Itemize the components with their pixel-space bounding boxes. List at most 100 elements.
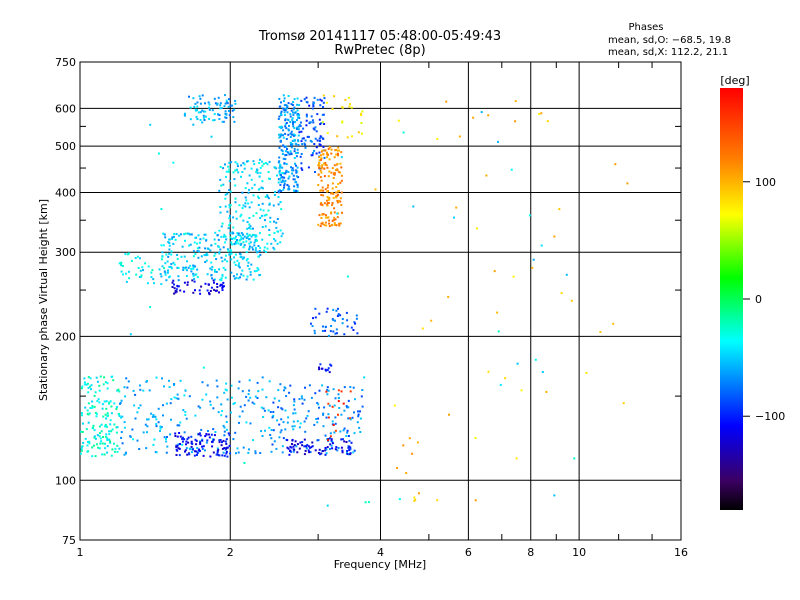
data-point bbox=[277, 389, 280, 392]
data-point bbox=[163, 270, 166, 273]
data-point bbox=[158, 268, 161, 271]
data-point bbox=[283, 111, 286, 114]
data-point bbox=[308, 451, 311, 454]
data-point bbox=[179, 289, 182, 292]
data-point bbox=[279, 163, 282, 166]
data-point bbox=[278, 160, 281, 163]
data-point bbox=[201, 109, 204, 112]
data-point bbox=[248, 267, 251, 270]
data-point bbox=[221, 273, 224, 276]
data-point bbox=[345, 441, 348, 443]
data-point bbox=[157, 407, 160, 410]
data-point bbox=[413, 496, 416, 499]
data-point bbox=[223, 105, 226, 108]
data-point bbox=[330, 439, 333, 442]
data-point bbox=[176, 257, 179, 260]
data-point bbox=[279, 241, 282, 244]
data-point bbox=[291, 133, 294, 136]
data-point bbox=[278, 189, 281, 191]
data-point bbox=[322, 189, 325, 192]
data-point bbox=[330, 444, 333, 447]
data-point bbox=[288, 124, 290, 127]
data-point bbox=[192, 264, 195, 267]
data-point bbox=[222, 183, 225, 186]
data-point bbox=[105, 400, 108, 403]
data-point bbox=[83, 383, 86, 386]
data-point bbox=[193, 241, 196, 244]
data-point bbox=[251, 233, 254, 236]
data-point bbox=[250, 167, 253, 170]
data-point bbox=[250, 235, 253, 238]
data-point bbox=[286, 111, 289, 114]
data-point bbox=[289, 384, 292, 387]
data-point bbox=[95, 443, 98, 446]
data-point bbox=[278, 170, 281, 173]
data-point bbox=[91, 446, 94, 449]
data-point bbox=[261, 180, 264, 183]
data-point bbox=[322, 425, 325, 428]
data-point bbox=[116, 389, 119, 392]
data-point bbox=[225, 170, 228, 173]
data-point bbox=[240, 213, 243, 216]
data-point bbox=[298, 104, 301, 107]
data-point bbox=[278, 126, 281, 129]
data-point bbox=[323, 167, 326, 170]
data-point bbox=[326, 166, 329, 169]
data-point bbox=[315, 146, 318, 149]
data-point bbox=[327, 199, 330, 201]
data-point bbox=[231, 243, 233, 246]
data-point bbox=[336, 194, 339, 197]
data-point bbox=[106, 387, 109, 390]
data-point bbox=[245, 278, 248, 281]
data-point bbox=[329, 363, 332, 366]
data-point bbox=[287, 102, 290, 105]
data-point bbox=[139, 388, 142, 391]
data-point bbox=[318, 166, 320, 169]
data-point bbox=[184, 239, 186, 242]
data-point bbox=[286, 184, 289, 186]
data-point bbox=[280, 429, 283, 432]
data-point bbox=[220, 277, 223, 280]
data-point bbox=[178, 454, 181, 457]
data-point bbox=[528, 214, 531, 217]
data-point bbox=[277, 118, 280, 120]
data-point bbox=[224, 388, 227, 391]
data-point bbox=[280, 181, 283, 184]
data-point bbox=[278, 172, 281, 175]
data-point bbox=[160, 275, 163, 278]
data-point bbox=[352, 451, 355, 454]
data-point bbox=[288, 391, 291, 394]
data-point bbox=[281, 134, 284, 137]
data-point bbox=[393, 404, 396, 407]
data-point bbox=[236, 168, 238, 171]
data-point bbox=[163, 233, 166, 236]
data-point bbox=[184, 112, 186, 115]
data-point bbox=[540, 244, 543, 247]
data-point bbox=[346, 325, 349, 328]
data-point bbox=[276, 218, 279, 220]
data-point bbox=[331, 219, 334, 222]
data-point bbox=[287, 177, 290, 180]
x-tick-label: 4 bbox=[377, 546, 384, 559]
data-point bbox=[290, 109, 293, 112]
data-point bbox=[109, 441, 112, 444]
data-point bbox=[234, 253, 237, 256]
data-point bbox=[146, 431, 148, 434]
data-point bbox=[480, 111, 483, 114]
data-point bbox=[300, 162, 303, 165]
data-point bbox=[331, 107, 334, 110]
data-point bbox=[190, 435, 193, 438]
data-point bbox=[168, 252, 171, 255]
data-point bbox=[99, 437, 102, 440]
data-point bbox=[330, 148, 333, 151]
data-point bbox=[246, 221, 249, 223]
data-point bbox=[267, 197, 270, 200]
data-point bbox=[278, 423, 281, 426]
data-point bbox=[257, 204, 260, 206]
data-point bbox=[297, 125, 300, 128]
data-point bbox=[326, 202, 329, 205]
data-point bbox=[314, 449, 317, 452]
data-point bbox=[355, 314, 358, 317]
data-point bbox=[374, 188, 377, 191]
data-point bbox=[221, 410, 224, 412]
